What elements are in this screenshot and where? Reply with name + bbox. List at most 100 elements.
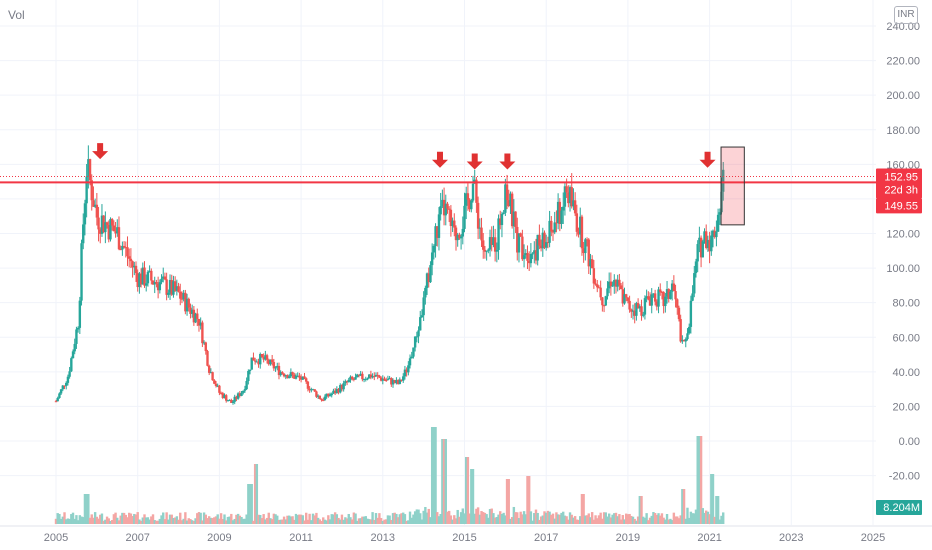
volume-badge xyxy=(876,500,922,515)
candle-body xyxy=(573,200,577,214)
volume-bar xyxy=(155,520,158,524)
volume-bar xyxy=(716,496,720,524)
candle-body xyxy=(546,242,550,244)
candle-body xyxy=(607,281,611,289)
candle-body xyxy=(87,159,90,177)
volume-bar xyxy=(189,519,192,524)
candle-body xyxy=(611,285,614,287)
candle-body xyxy=(68,371,71,377)
volume-bar xyxy=(373,519,376,524)
volume-bar xyxy=(652,512,655,524)
volume-bar xyxy=(447,510,451,524)
volume-bar xyxy=(699,436,703,524)
candle-body xyxy=(238,393,242,396)
candle-body xyxy=(209,372,213,374)
volume-bar xyxy=(357,518,361,524)
down-arrow-marker xyxy=(92,143,109,160)
volume-bar xyxy=(509,518,512,524)
volume-bar xyxy=(361,516,364,524)
volume-bar xyxy=(199,512,202,524)
candle-body xyxy=(636,303,640,309)
volume-bar xyxy=(425,512,429,524)
x-tick-label: 2015 xyxy=(452,532,476,544)
volume-bar xyxy=(112,514,116,524)
volume-bar xyxy=(93,512,97,524)
volume-bar xyxy=(631,516,635,524)
candle-body xyxy=(577,231,580,235)
candle-body xyxy=(541,232,544,249)
candle-body xyxy=(665,289,669,297)
candle-body xyxy=(693,273,696,294)
candle-body xyxy=(660,291,664,293)
volume-bar xyxy=(708,514,711,524)
candle-body xyxy=(386,379,390,381)
candle-body xyxy=(652,293,655,295)
candle-body xyxy=(640,306,643,316)
candle-body xyxy=(485,250,488,252)
volume-bar xyxy=(592,519,596,524)
volume-bar xyxy=(655,514,659,524)
volume-bar xyxy=(277,519,281,524)
candle-body xyxy=(187,298,190,308)
candle-body xyxy=(558,201,562,224)
volume-bar xyxy=(65,519,68,524)
volume-bar xyxy=(293,519,296,524)
candle-body xyxy=(231,401,235,403)
candle-body xyxy=(538,234,541,246)
last-price-label: 152.95 xyxy=(884,172,918,184)
candle-body xyxy=(173,281,177,291)
volume-bar xyxy=(516,512,519,524)
candle-body xyxy=(677,307,681,320)
candle-body xyxy=(470,200,473,210)
volume-bar xyxy=(214,516,218,524)
candle-body xyxy=(259,354,262,365)
candle-body xyxy=(613,279,616,286)
candle-body xyxy=(110,219,114,226)
candle-body xyxy=(449,209,453,227)
volume-bar xyxy=(395,513,398,524)
candle-body xyxy=(391,380,395,385)
x-tick-label: 2017 xyxy=(534,532,558,544)
volume-bar xyxy=(490,508,493,524)
volume-bar xyxy=(572,517,575,524)
candle-body xyxy=(364,378,367,380)
candle-body xyxy=(257,361,260,365)
volume-bar xyxy=(470,469,473,524)
candle-body xyxy=(584,239,587,254)
y-tick-label: 120.00 xyxy=(886,229,920,241)
candle-body xyxy=(369,374,373,378)
candle-body xyxy=(344,381,347,384)
volume-bar xyxy=(713,516,716,524)
candle-body xyxy=(328,395,332,397)
volume-bar xyxy=(473,513,476,524)
candle-body xyxy=(185,298,189,312)
volume-bar xyxy=(415,509,419,524)
volume-bar xyxy=(276,515,279,524)
volume-bar xyxy=(413,511,417,524)
candle-body xyxy=(269,359,272,365)
volume-bar xyxy=(529,511,533,524)
volume-bar xyxy=(383,519,386,524)
candle-body xyxy=(330,393,333,396)
candle-body xyxy=(367,374,371,379)
candle-body xyxy=(131,261,134,268)
volume-bar xyxy=(505,479,509,524)
candle-body xyxy=(539,245,543,249)
volume-bar xyxy=(676,516,679,524)
volume-bar xyxy=(659,515,662,524)
volume-bar xyxy=(432,427,436,524)
volume-bar xyxy=(259,515,262,524)
candle-body xyxy=(248,369,252,371)
candle-body xyxy=(61,385,65,390)
currency-badge[interactable]: INR xyxy=(894,6,918,24)
volume-bar xyxy=(160,515,163,524)
candle-body xyxy=(291,372,294,375)
candle-body xyxy=(143,267,146,286)
volume-bar xyxy=(136,512,139,524)
candle-body xyxy=(514,211,517,227)
candle-body xyxy=(710,235,713,252)
volume-bar xyxy=(354,513,357,524)
candle-body xyxy=(127,256,131,259)
candle-body xyxy=(395,380,398,384)
